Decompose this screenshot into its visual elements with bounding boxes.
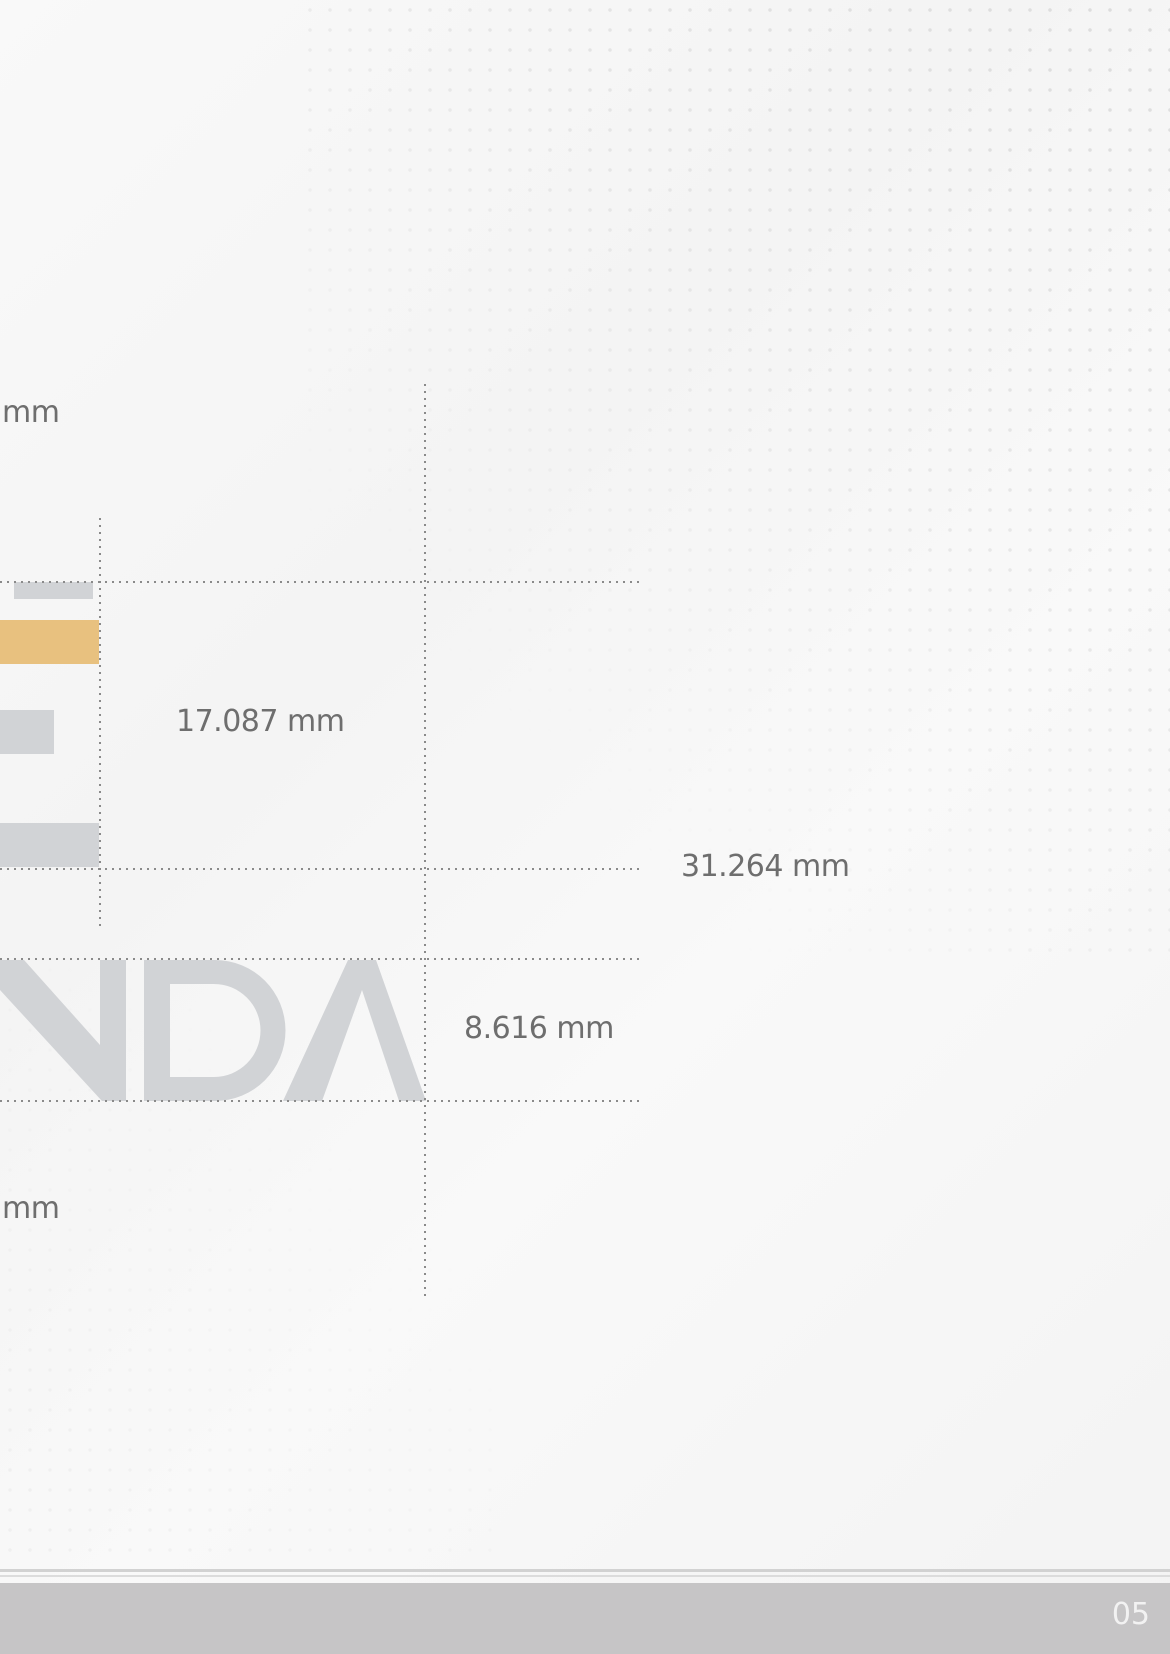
dot-pattern: [300, 0, 1170, 960]
logo-symbol: [0, 582, 99, 867]
page-number: 05: [1111, 1597, 1150, 1632]
logo-bar-bottom: [0, 823, 99, 867]
wordmark-letter-n: [0, 960, 126, 1101]
logo-bar-middle: [0, 710, 54, 754]
dimension-top-clearance: mm: [2, 395, 60, 430]
dimension-total-height: 31.264 mm: [681, 849, 850, 884]
dimension-wordmark-height: 8.616 mm: [464, 1011, 614, 1046]
footer-bar: [0, 1583, 1170, 1654]
logo-bar-accent: [0, 620, 99, 664]
wordmark-letter-a: [283, 960, 426, 1101]
guide-lines: [0, 384, 640, 1298]
logo-bar-top: [14, 582, 93, 599]
logo-wordmark: [0, 960, 426, 1101]
footer-divider: [0, 1569, 1170, 1572]
footer-divider-secondary: [0, 1575, 1170, 1577]
wordmark-letter-d: [144, 960, 286, 1101]
dimension-bottom-clearance: mm: [2, 1191, 60, 1226]
dimension-symbol-height: 17.087 mm: [176, 704, 345, 739]
